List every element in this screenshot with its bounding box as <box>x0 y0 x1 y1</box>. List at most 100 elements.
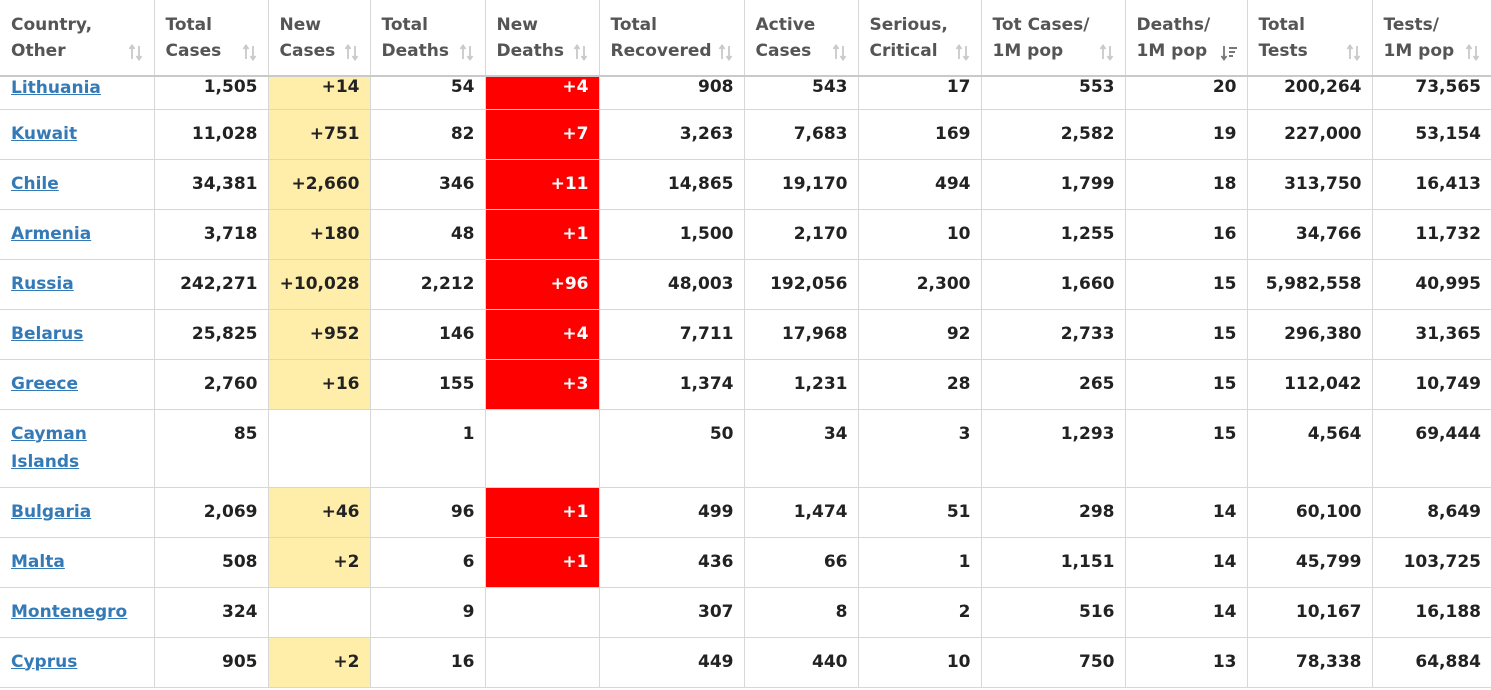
sort-both-icon[interactable] <box>458 44 476 62</box>
cell-tests-per-1m: 16,188 <box>1372 587 1491 638</box>
cell-total-deaths: 6 <box>370 537 486 588</box>
table-row: Cyprus 905 +2 16 449 440 10 750 13 78,338 64,884 <box>0 637 1491 688</box>
column-header-line1: New <box>496 15 538 35</box>
country-link[interactable]: Malta <box>11 551 65 572</box>
cell-total-recovered: 449 <box>599 637 745 688</box>
column-header-country-other[interactable]: Country, Other <box>0 0 155 77</box>
column-header-line1: Country, <box>11 15 93 35</box>
table-row: Montenegro 324 9 307 8 2 516 14 10,167 16,188 <box>0 587 1491 638</box>
sort-both-icon[interactable] <box>831 44 849 62</box>
cell-new-cases: +10,028 <box>268 259 371 310</box>
sort-both-icon[interactable] <box>1098 44 1116 62</box>
country-link[interactable]: Cyprus <box>11 651 78 672</box>
cell-total-recovered: 436 <box>599 537 745 588</box>
cell-country-other: Kuwait <box>0 109 155 160</box>
country-link[interactable]: Belarus <box>11 323 84 344</box>
cell-total-cases: 85 <box>154 409 269 488</box>
cell-deaths-per-1m: 15 <box>1125 259 1248 310</box>
cell-total-recovered: 499 <box>599 487 745 538</box>
country-link[interactable]: Greece <box>11 373 79 394</box>
cell-new-deaths <box>485 587 600 638</box>
cell-new-cases: +2 <box>268 637 371 688</box>
country-link[interactable]: Russia <box>11 273 74 294</box>
cell-active-cases: 8 <box>744 587 859 638</box>
country-link[interactable]: Cayman Islands <box>11 423 87 472</box>
cell-country-other: Chile <box>0 159 155 210</box>
column-header-total-tests[interactable]: Total Tests <box>1247 0 1373 77</box>
cell-total-recovered: 908 <box>599 76 745 110</box>
column-header-line1: Tot Cases/ <box>992 15 1090 35</box>
cell-country-other: Cyprus <box>0 637 155 688</box>
sort-both-icon[interactable] <box>343 44 361 62</box>
column-header-new-cases[interactable]: New Cases <box>268 0 371 77</box>
sort-both-icon[interactable] <box>1345 44 1363 62</box>
cell-active-cases: 543 <box>744 76 859 110</box>
cell-active-cases: 1,474 <box>744 487 859 538</box>
cell-deaths-per-1m: 16 <box>1125 209 1248 260</box>
cell-total-tests: 313,750 <box>1247 159 1373 210</box>
sort-both-icon[interactable] <box>1464 44 1482 62</box>
cell-country-other: Russia <box>0 259 155 310</box>
column-header-line2: Critical <box>869 41 938 61</box>
cell-total-cases: 25,825 <box>154 309 269 360</box>
country-link[interactable]: Bulgaria <box>11 501 92 522</box>
cell-serious-critical: 3 <box>858 409 982 488</box>
table-row: Kuwait 11,028 +751 82 +7 3,263 7,683 169 2,582 19… <box>0 109 1491 160</box>
cell-tot-cases-per-1m: 1,660 <box>981 259 1126 310</box>
column-header-active-cases[interactable]: Active Cases <box>744 0 859 77</box>
cell-serious-critical: 2,300 <box>858 259 982 310</box>
cell-total-recovered: 1,500 <box>599 209 745 260</box>
cell-serious-critical: 1 <box>858 537 982 588</box>
sort-both-icon[interactable] <box>717 44 735 62</box>
country-link[interactable]: Kuwait <box>11 123 78 144</box>
cell-deaths-per-1m: 15 <box>1125 309 1248 360</box>
column-header-line2: 1M pop <box>1136 41 1208 61</box>
cell-serious-critical: 10 <box>858 209 982 260</box>
cell-tot-cases-per-1m: 1,799 <box>981 159 1126 210</box>
cell-total-deaths: 96 <box>370 487 486 538</box>
sort-desc-icon[interactable] <box>1220 44 1238 62</box>
cell-total-deaths: 9 <box>370 587 486 638</box>
cell-tests-per-1m: 73,565 <box>1372 76 1491 110</box>
column-header-deaths-per-1m[interactable]: Deaths/1M pop <box>1125 0 1248 77</box>
cell-total-deaths: 346 <box>370 159 486 210</box>
country-link[interactable]: Chile <box>11 173 59 194</box>
country-link[interactable]: Lithuania <box>11 78 101 98</box>
table-row: Bulgaria 2,069 +46 96 +1 499 1,474 51 298 14 60,10… <box>0 487 1491 538</box>
cell-new-deaths <box>485 409 600 488</box>
cell-total-recovered: 307 <box>599 587 745 638</box>
country-link[interactable]: Armenia <box>11 223 92 244</box>
cell-total-cases: 1,505 <box>154 76 269 110</box>
sort-both-icon[interactable] <box>127 44 145 62</box>
cell-tests-per-1m: 11,732 <box>1372 209 1491 260</box>
sort-both-icon[interactable] <box>241 44 259 62</box>
cell-deaths-per-1m: 14 <box>1125 487 1248 538</box>
cell-active-cases: 192,056 <box>744 259 859 310</box>
sort-both-icon[interactable] <box>572 44 590 62</box>
cell-tot-cases-per-1m: 750 <box>981 637 1126 688</box>
column-header-new-deaths[interactable]: New Deaths <box>485 0 600 77</box>
cell-total-recovered: 7,711 <box>599 309 745 360</box>
sort-both-icon[interactable] <box>954 44 972 62</box>
column-header-total-deaths[interactable]: Total Deaths <box>370 0 486 77</box>
column-header-tests-per-1m[interactable]: Tests/1M pop <box>1372 0 1491 77</box>
cell-total-cases: 905 <box>154 637 269 688</box>
table-row: Russia 242,271 +10,028 2,212 +96 48,003 192,05… <box>0 259 1491 310</box>
cell-active-cases: 19,170 <box>744 159 859 210</box>
cell-tot-cases-per-1m: 553 <box>981 76 1126 110</box>
country-link[interactable]: Montenegro <box>11 601 128 622</box>
column-header-total-recovered[interactable]: Total Recovered <box>599 0 745 77</box>
column-header-serious-critical[interactable]: Serious, Critical <box>858 0 982 77</box>
cell-total-deaths: 1 <box>370 409 486 488</box>
column-header-tot-cases-per-1m[interactable]: Tot Cases/1M pop <box>981 0 1126 77</box>
column-header-total-cases[interactable]: Total Cases <box>154 0 269 77</box>
cell-tests-per-1m: 53,154 <box>1372 109 1491 160</box>
cell-total-tests: 45,799 <box>1247 537 1373 588</box>
cell-total-deaths: 16 <box>370 637 486 688</box>
cell-serious-critical: 2 <box>858 587 982 638</box>
cell-total-recovered: 14,865 <box>599 159 745 210</box>
column-header-line1: Total <box>610 15 657 35</box>
cell-total-deaths: 54 <box>370 76 486 110</box>
column-header-line1: Total <box>381 15 428 35</box>
cell-deaths-per-1m: 20 <box>1125 76 1248 110</box>
